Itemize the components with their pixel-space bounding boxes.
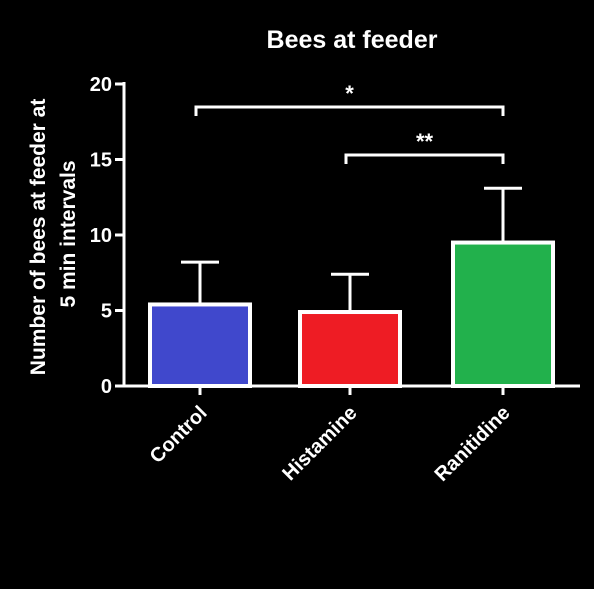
- significance-label: **: [416, 129, 434, 154]
- x-tick-label-histamine: Histamine: [278, 402, 361, 485]
- significance-bracket: [344, 153, 505, 164]
- y-axis-label: Number of bees at feeder at 5 min interv…: [27, 93, 80, 375]
- x-tick-label-control: Control: [146, 402, 212, 468]
- bar-control: [148, 302, 252, 388]
- x-tick-label-ranitidine: Ranitidine: [431, 402, 515, 486]
- y-axis-label-line-1: Number of bees at feeder at: [27, 99, 50, 376]
- y-tick-label: 5: [101, 301, 112, 323]
- chart-title: Bees at feeder: [267, 26, 438, 54]
- bar-ranitidine: [451, 240, 555, 388]
- y-tick-label: 15: [90, 150, 112, 172]
- y-axis-label-line-2: 5 min intervals: [57, 160, 80, 307]
- y-tick-label: 0: [101, 376, 112, 398]
- significance-bracket: [194, 105, 505, 116]
- y-tick-label: 20: [90, 74, 112, 96]
- significance-label: *: [345, 81, 354, 106]
- y-tick-label: 10: [90, 225, 112, 247]
- bar-histamine: [298, 310, 402, 389]
